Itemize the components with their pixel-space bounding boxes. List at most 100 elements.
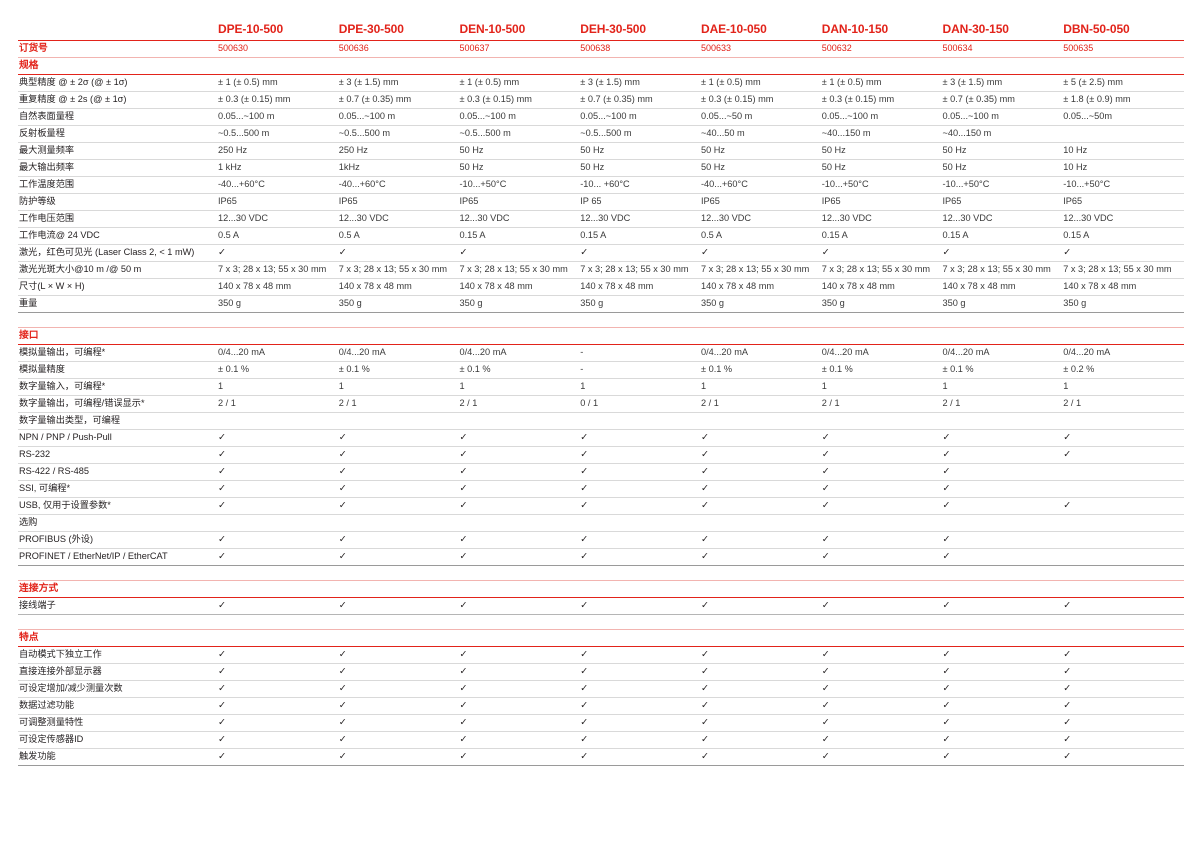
- check-icon: ✓: [701, 600, 709, 611]
- order-number-DBN-50-050: 500635: [1063, 40, 1184, 58]
- interface-value-10-5: [821, 514, 943, 532]
- features-label-2: 可设定增加/减少测量次数: [18, 680, 218, 698]
- interface-value-9-5: ✓: [821, 497, 943, 515]
- check-icon: ✓: [701, 717, 709, 728]
- check-icon: ✓: [701, 700, 709, 711]
- check-icon: ✓: [218, 734, 226, 745]
- interface-value-4-0: [218, 412, 339, 430]
- spec-value-1-1: ± 0.7 (± 0.35) mm: [338, 91, 460, 109]
- interface-value-10-0: [218, 514, 339, 532]
- spec-value-6-5: -10...+50°C: [821, 176, 943, 194]
- check-icon: ✓: [338, 649, 347, 660]
- interface-value-3-7: 2 / 1: [1063, 395, 1184, 413]
- spec-value-9-7: 0.15 A: [1063, 227, 1184, 245]
- section-title-interface: 接口: [18, 327, 1184, 345]
- check-icon: ✓: [701, 734, 709, 745]
- table-row: PROFIBUS (外设) ✓ ✓ ✓ ✓ ✓ ✓ ✓: [18, 531, 1184, 549]
- spec-value-6-0: -40...+60°C: [218, 176, 339, 194]
- spec-value-5-7: 10 Hz: [1063, 159, 1184, 177]
- features-value-3-7: ✓: [1063, 697, 1184, 715]
- order-number-row: 订货号 500630 500636 500637 500638 500633 500632 5…: [18, 40, 1184, 58]
- interface-label-0: 模拟量输出，可编程*: [18, 344, 218, 362]
- spec-value-2-2: 0.05...~100 m: [459, 108, 581, 126]
- header-corner-cell: [18, 22, 218, 41]
- spec-label-12: 尺寸(L × W × H): [18, 278, 218, 296]
- spec-label-1: 重复精度 @ ± 2s (@ ± 1σ): [18, 91, 218, 109]
- check-icon: ✓: [701, 666, 709, 677]
- interface-label-9: USB, 仅用于设置参数*: [18, 497, 218, 515]
- check-icon: ✓: [218, 247, 226, 258]
- check-icon: ✓: [459, 500, 468, 511]
- interface-value-0-0: 0/4...20 mA: [218, 344, 339, 362]
- check-icon: ✓: [1063, 600, 1072, 611]
- spec-value-12-5: 140 x 78 x 48 mm: [821, 278, 943, 296]
- interface-value-2-4: 1: [701, 378, 822, 396]
- features-value-1-4: ✓: [701, 663, 822, 681]
- interface-value-0-1: 0/4...20 mA: [338, 344, 460, 362]
- interface-value-2-5: 1: [821, 378, 943, 396]
- check-icon: ✓: [1063, 649, 1072, 660]
- features-value-6-2: ✓: [459, 748, 581, 766]
- spec-value-0-0: ± 1 (± 0.5) mm: [218, 74, 339, 92]
- check-icon: ✓: [821, 700, 830, 711]
- spec-label-6: 工作温度范围: [18, 176, 218, 194]
- interface-value-7-3: ✓: [580, 463, 701, 481]
- spec-value-4-6: 50 Hz: [942, 142, 1064, 160]
- spec-label-2: 自然表面量程: [18, 108, 218, 126]
- check-icon: ✓: [338, 466, 347, 477]
- interface-value-9-4: ✓: [701, 497, 822, 515]
- features-value-2-0: ✓: [218, 680, 339, 698]
- interface-value-4-3: [580, 412, 701, 430]
- spec-value-7-1: IP65: [338, 193, 460, 211]
- interface-value-5-4: ✓: [701, 429, 822, 447]
- spec-label-4: 最大测量频率: [18, 142, 218, 160]
- spec-value-13-3: 350 g: [580, 295, 701, 313]
- dash-placeholder: -: [580, 364, 584, 374]
- order-number-DAN-10-150: 500632: [821, 40, 943, 58]
- spec-value-10-6: ✓: [942, 244, 1064, 262]
- interface-value-5-5: ✓: [821, 429, 943, 447]
- features-label-3: 数据过滤功能: [18, 697, 218, 715]
- check-icon: ✓: [580, 500, 589, 511]
- spec-value-10-0: ✓: [218, 244, 339, 262]
- table-row: 可设定传感器ID ✓ ✓ ✓ ✓ ✓ ✓ ✓ ✓: [18, 731, 1184, 749]
- spec-value-3-7: [1063, 125, 1184, 143]
- features-value-4-2: ✓: [459, 714, 581, 732]
- check-icon: ✓: [1063, 247, 1072, 258]
- spec-value-4-5: 50 Hz: [821, 142, 943, 160]
- order-number-DEN-10-500: 500637: [459, 40, 581, 58]
- spec-value-5-5: 50 Hz: [821, 159, 943, 177]
- check-icon: ✓: [942, 683, 951, 694]
- table-row: USB, 仅用于设置参数* ✓ ✓ ✓ ✓ ✓ ✓ ✓ ✓: [18, 497, 1184, 515]
- interface-label-10: 选购: [18, 514, 218, 532]
- interface-value-1-3: -: [580, 361, 701, 379]
- features-value-6-6: ✓: [942, 748, 1064, 766]
- interface-value-11-3: ✓: [580, 531, 701, 549]
- spec-value-6-1: -40...+60°C: [338, 176, 460, 194]
- check-icon: ✓: [701, 483, 709, 494]
- table-row: SSI, 可编程* ✓ ✓ ✓ ✓ ✓ ✓ ✓: [18, 480, 1184, 498]
- features-value-0-2: ✓: [459, 646, 581, 664]
- interface-value-10-7: [1063, 514, 1184, 532]
- check-icon: ✓: [942, 751, 951, 762]
- check-icon: ✓: [1063, 751, 1072, 762]
- table-row: 接线端子 ✓ ✓ ✓ ✓ ✓ ✓ ✓ ✓: [18, 597, 1184, 615]
- interface-value-5-1: ✓: [338, 429, 460, 447]
- check-icon: ✓: [338, 734, 347, 745]
- check-icon: ✓: [821, 649, 830, 660]
- spec-value-12-4: 140 x 78 x 48 mm: [701, 278, 822, 296]
- interface-value-7-0: ✓: [218, 463, 339, 481]
- spec-value-3-5: ~40...150 m: [821, 125, 943, 143]
- spec-value-10-3: ✓: [580, 244, 701, 262]
- spec-value-6-2: -10...+50°C: [459, 176, 581, 194]
- spec-label-5: 最大输出频率: [18, 159, 218, 177]
- check-icon: ✓: [580, 683, 589, 694]
- interface-value-12-0: ✓: [218, 548, 339, 566]
- spec-value-12-3: 140 x 78 x 48 mm: [580, 278, 701, 296]
- check-icon: ✓: [218, 700, 226, 711]
- spec-value-2-4: 0.05...~50 m: [701, 108, 822, 126]
- check-icon: ✓: [942, 551, 951, 562]
- table-row: NPN / PNP / Push-Pull ✓ ✓ ✓ ✓ ✓ ✓ ✓ ✓: [18, 429, 1184, 447]
- interface-value-6-1: ✓: [338, 446, 460, 464]
